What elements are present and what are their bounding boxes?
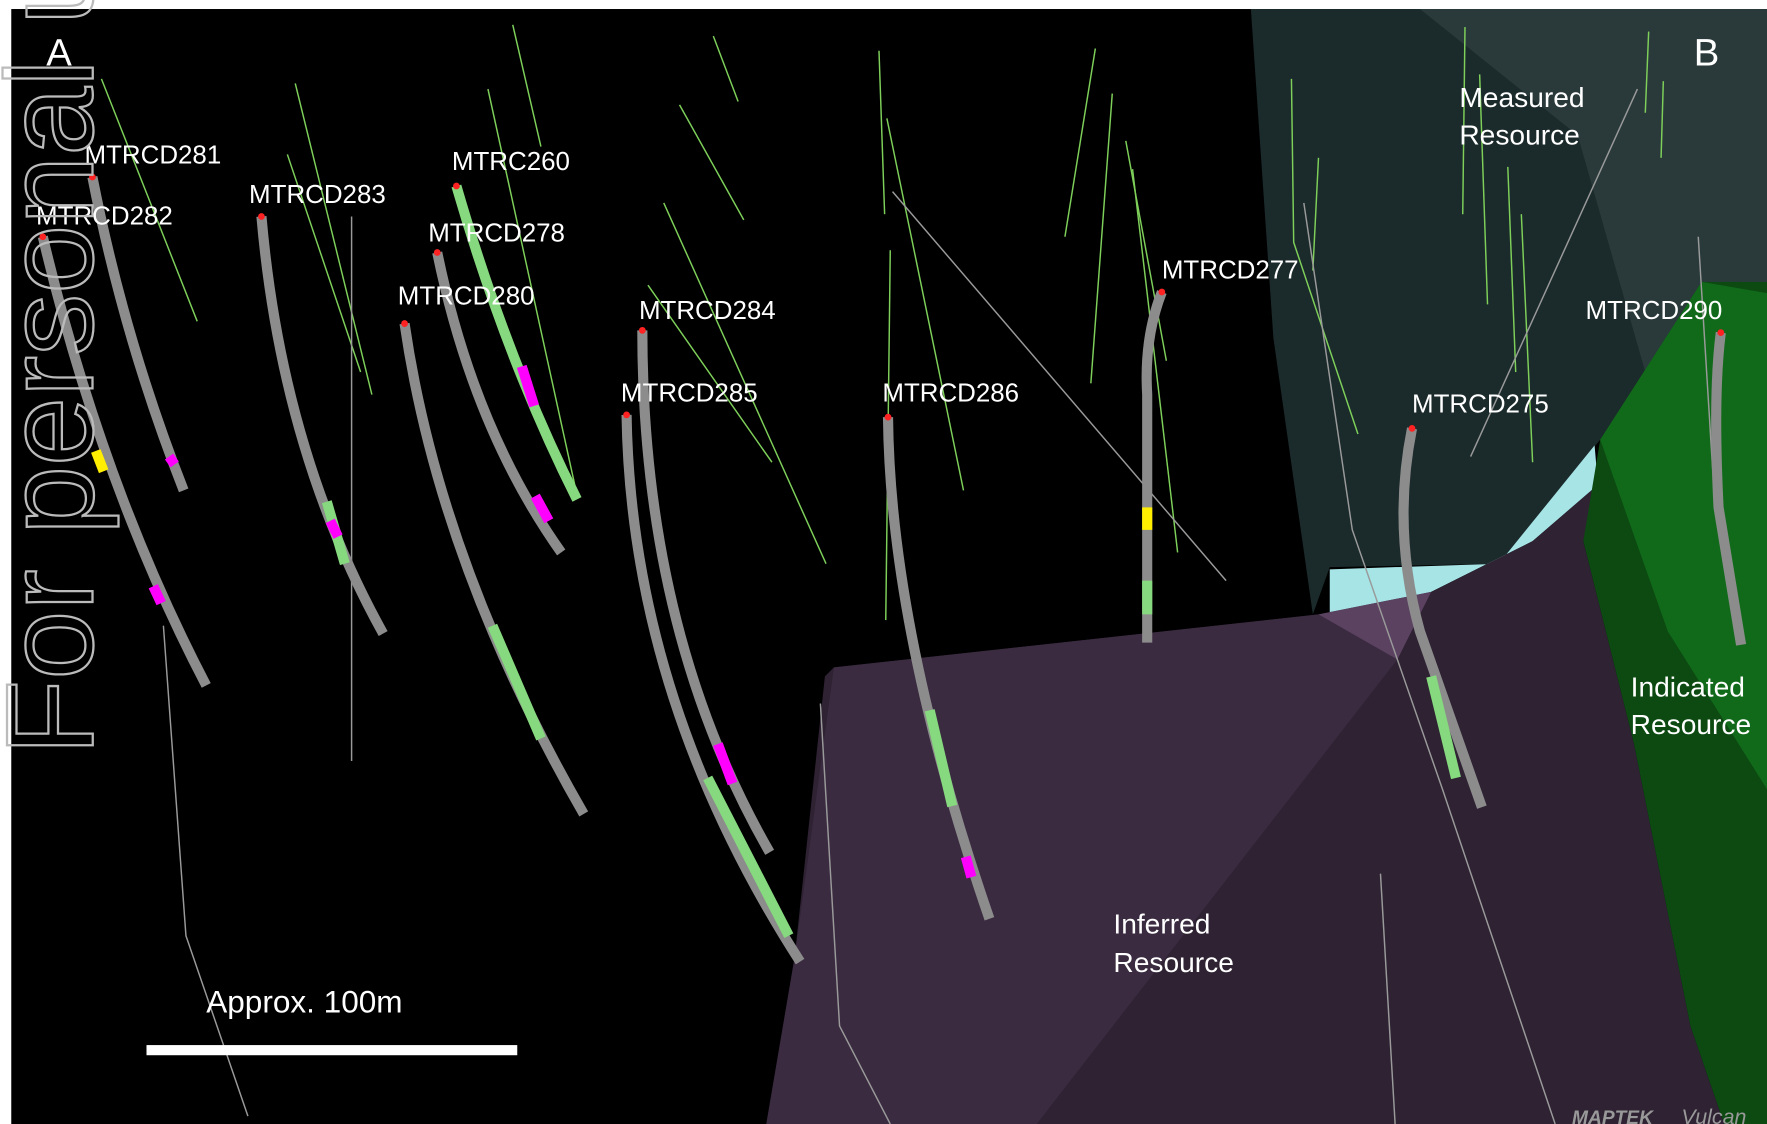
panel-label: A: [46, 31, 72, 74]
hole-label: MTRCD286: [882, 379, 1019, 407]
zone-label: Inferred: [1113, 907, 1210, 939]
indicated-facet: [1600, 281, 1767, 790]
zone-label: Resource: [1459, 118, 1579, 150]
inferred-facet: [766, 614, 1398, 1124]
zone-label: Indicated: [1631, 671, 1745, 703]
hole-label: MTRCD281: [85, 141, 222, 169]
scale-bar: [146, 1045, 518, 1056]
hole-label: MTRCD284: [639, 297, 776, 325]
zone-label: Measured: [1459, 81, 1584, 113]
scale-label: Approx. 100m: [206, 983, 402, 1019]
hole-label: MTRC260: [452, 148, 570, 176]
measured-facet: [1419, 9, 1767, 373]
logo: MAPTEK: [1572, 1108, 1654, 1124]
drillholes: [37, 176, 1747, 965]
zone-label: Resource: [1113, 946, 1233, 978]
logo: Vulcan: [1681, 1105, 1746, 1124]
collars: [39, 173, 1725, 432]
hole-label: MTRCD275: [1412, 391, 1549, 419]
boundary-band: [1329, 445, 1598, 624]
inferred-facet: [1318, 591, 1432, 660]
hole-label: MTRCD277: [1162, 256, 1299, 284]
watermark: For personal use only: [0, 0, 119, 755]
hole-label: MTRCD280: [398, 282, 535, 310]
hole-label: MTRCD290: [1586, 297, 1723, 325]
hole-label: MTRCD285: [621, 379, 758, 407]
hole-label: MTRCD282: [36, 202, 173, 230]
hole-label: MTRCD283: [249, 181, 386, 209]
zone-label: Resource: [1631, 708, 1751, 740]
hole-label: MTRCD278: [428, 219, 565, 247]
drill-traces: [100, 24, 1714, 1124]
panel-label: B: [1694, 31, 1720, 74]
